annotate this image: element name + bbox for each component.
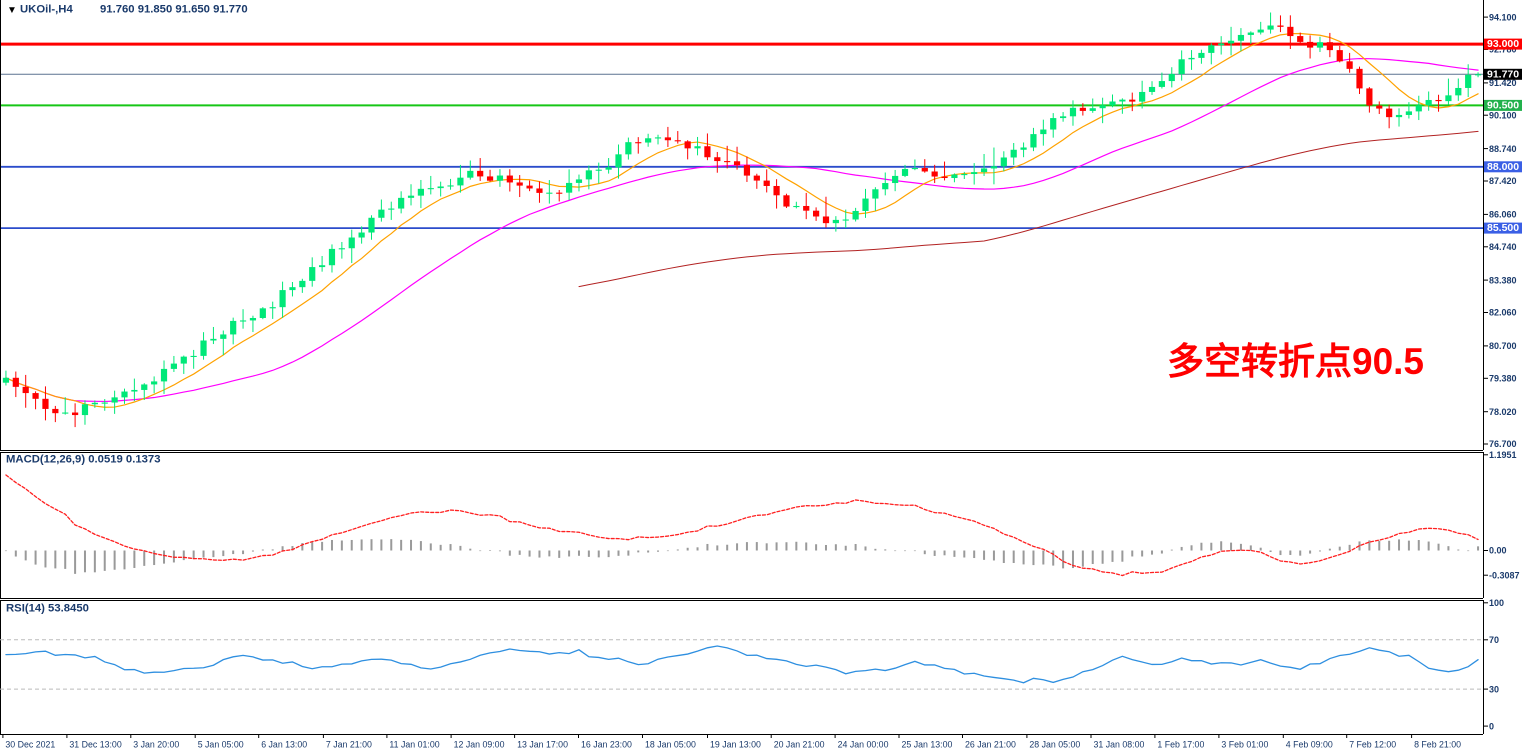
svg-text:19 Jan 13:00: 19 Jan 13:00 [710,740,761,750]
svg-text:3 Feb 01:00: 3 Feb 01:00 [1221,740,1268,750]
svg-text:18 Jan 05:00: 18 Jan 05:00 [645,740,696,750]
svg-text:93.000: 93.000 [1487,38,1519,50]
svg-text:88.000: 88.000 [1487,161,1519,173]
svg-text:80.700: 80.700 [1489,341,1517,351]
svg-text:13 Jan 17:00: 13 Jan 17:00 [517,740,568,750]
svg-text:94.100: 94.100 [1489,12,1517,22]
svg-text:1.1951: 1.1951 [1489,450,1517,460]
svg-text:多空转折点90.5: 多空转折点90.5 [1167,341,1424,382]
svg-text:79.380: 79.380 [1489,374,1517,384]
svg-text:7 Jan 21:00: 7 Jan 21:00 [326,740,372,750]
svg-text:26 Jan 21:00: 26 Jan 21:00 [965,740,1016,750]
svg-text:25 Jan 13:00: 25 Jan 13:00 [902,740,953,750]
svg-text:85.500: 85.500 [1487,222,1519,234]
svg-text:91.770: 91.770 [1487,68,1519,80]
svg-text:88.740: 88.740 [1489,144,1517,154]
svg-text:30: 30 [1489,684,1499,694]
svg-text:28 Jan 05:00: 28 Jan 05:00 [1029,740,1080,750]
svg-text:83.380: 83.380 [1489,275,1517,285]
svg-text:MACD(12,26,9) 0.0519 0.1373: MACD(12,26,9) 0.0519 0.1373 [6,454,160,466]
svg-text:78.020: 78.020 [1489,407,1517,417]
svg-text:6 Jan 13:00: 6 Jan 13:00 [261,740,307,750]
svg-text:0: 0 [1489,721,1494,731]
svg-text:▼: ▼ [7,5,17,16]
svg-text:20 Jan 21:00: 20 Jan 21:00 [774,740,825,750]
svg-text:90.100: 90.100 [1489,110,1517,120]
svg-text:87.420: 87.420 [1489,176,1517,186]
svg-text:7 Feb 12:00: 7 Feb 12:00 [1349,740,1396,750]
svg-text:24 Jan 00:00: 24 Jan 00:00 [838,740,889,750]
svg-text:70: 70 [1489,635,1499,645]
svg-text:4 Feb 09:00: 4 Feb 09:00 [1286,740,1333,750]
svg-text:0.00: 0.00 [1489,546,1507,556]
svg-text:31 Dec 13:00: 31 Dec 13:00 [69,740,121,750]
svg-text:-0.3087: -0.3087 [1489,570,1520,580]
svg-text:82.060: 82.060 [1489,308,1517,318]
svg-text:100: 100 [1489,598,1504,608]
svg-text:31 Jan 08:00: 31 Jan 08:00 [1094,740,1145,750]
svg-text:90.500: 90.500 [1487,100,1519,112]
svg-text:84.740: 84.740 [1489,242,1517,252]
svg-text:11 Jan 01:00: 11 Jan 01:00 [389,740,439,750]
svg-text:8 Feb 21:00: 8 Feb 21:00 [1414,740,1461,750]
svg-text:76.700: 76.700 [1489,439,1517,449]
svg-text:91.760 91.850 91.650 91.770: 91.760 91.850 91.650 91.770 [100,4,248,16]
svg-text:5 Jan 05:00: 5 Jan 05:00 [198,740,244,750]
svg-text:RSI(14) 53.8450: RSI(14) 53.8450 [6,603,89,615]
svg-text:1 Feb 17:00: 1 Feb 17:00 [1157,740,1204,750]
svg-text:16 Jan 23:00: 16 Jan 23:00 [581,740,632,750]
svg-text:30 Dec 2021: 30 Dec 2021 [5,740,55,750]
svg-text:UKOil-,H4: UKOil-,H4 [20,4,73,16]
svg-text:12 Jan 09:00: 12 Jan 09:00 [454,740,505,750]
svg-text:3 Jan 20:00: 3 Jan 20:00 [133,740,179,750]
svg-text:86.060: 86.060 [1489,210,1517,220]
